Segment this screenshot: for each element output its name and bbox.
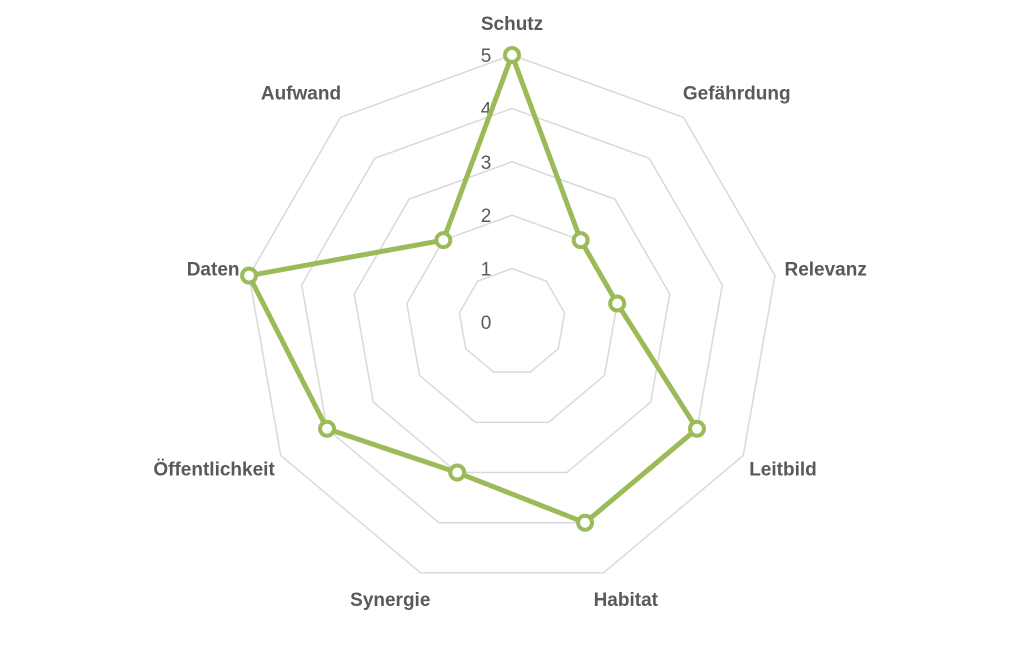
data-point xyxy=(434,231,453,250)
category-label: Habitat xyxy=(594,590,659,611)
grid-ring xyxy=(458,267,566,373)
category-label: Gefährdung xyxy=(683,84,791,105)
data-point xyxy=(576,513,595,532)
category-label: Aufwand xyxy=(261,84,341,105)
grid-ring xyxy=(353,161,671,474)
data-point xyxy=(448,463,467,482)
category-label: Schutz xyxy=(481,14,543,35)
data-point xyxy=(687,419,706,438)
data-point xyxy=(503,46,521,64)
tick-label: 3 xyxy=(481,153,492,174)
tick-label: 2 xyxy=(481,206,492,227)
series-line xyxy=(246,52,700,526)
tick-label: 1 xyxy=(481,260,492,281)
data-point xyxy=(318,419,337,438)
grid-ring xyxy=(248,54,776,574)
tick-label: 5 xyxy=(481,46,492,67)
category-label: Öffentlichkeit xyxy=(153,460,275,481)
tick-label: 4 xyxy=(481,99,492,120)
category-label: Relevanz xyxy=(784,259,866,280)
data-point xyxy=(240,266,259,285)
data-point xyxy=(608,294,627,313)
grid-ring xyxy=(300,107,724,524)
tick-label: 0 xyxy=(481,313,492,334)
category-label: Leitbild xyxy=(749,460,817,481)
category-label: Synergie xyxy=(350,590,430,611)
category-label: Daten xyxy=(187,259,240,280)
data-point xyxy=(571,231,590,250)
